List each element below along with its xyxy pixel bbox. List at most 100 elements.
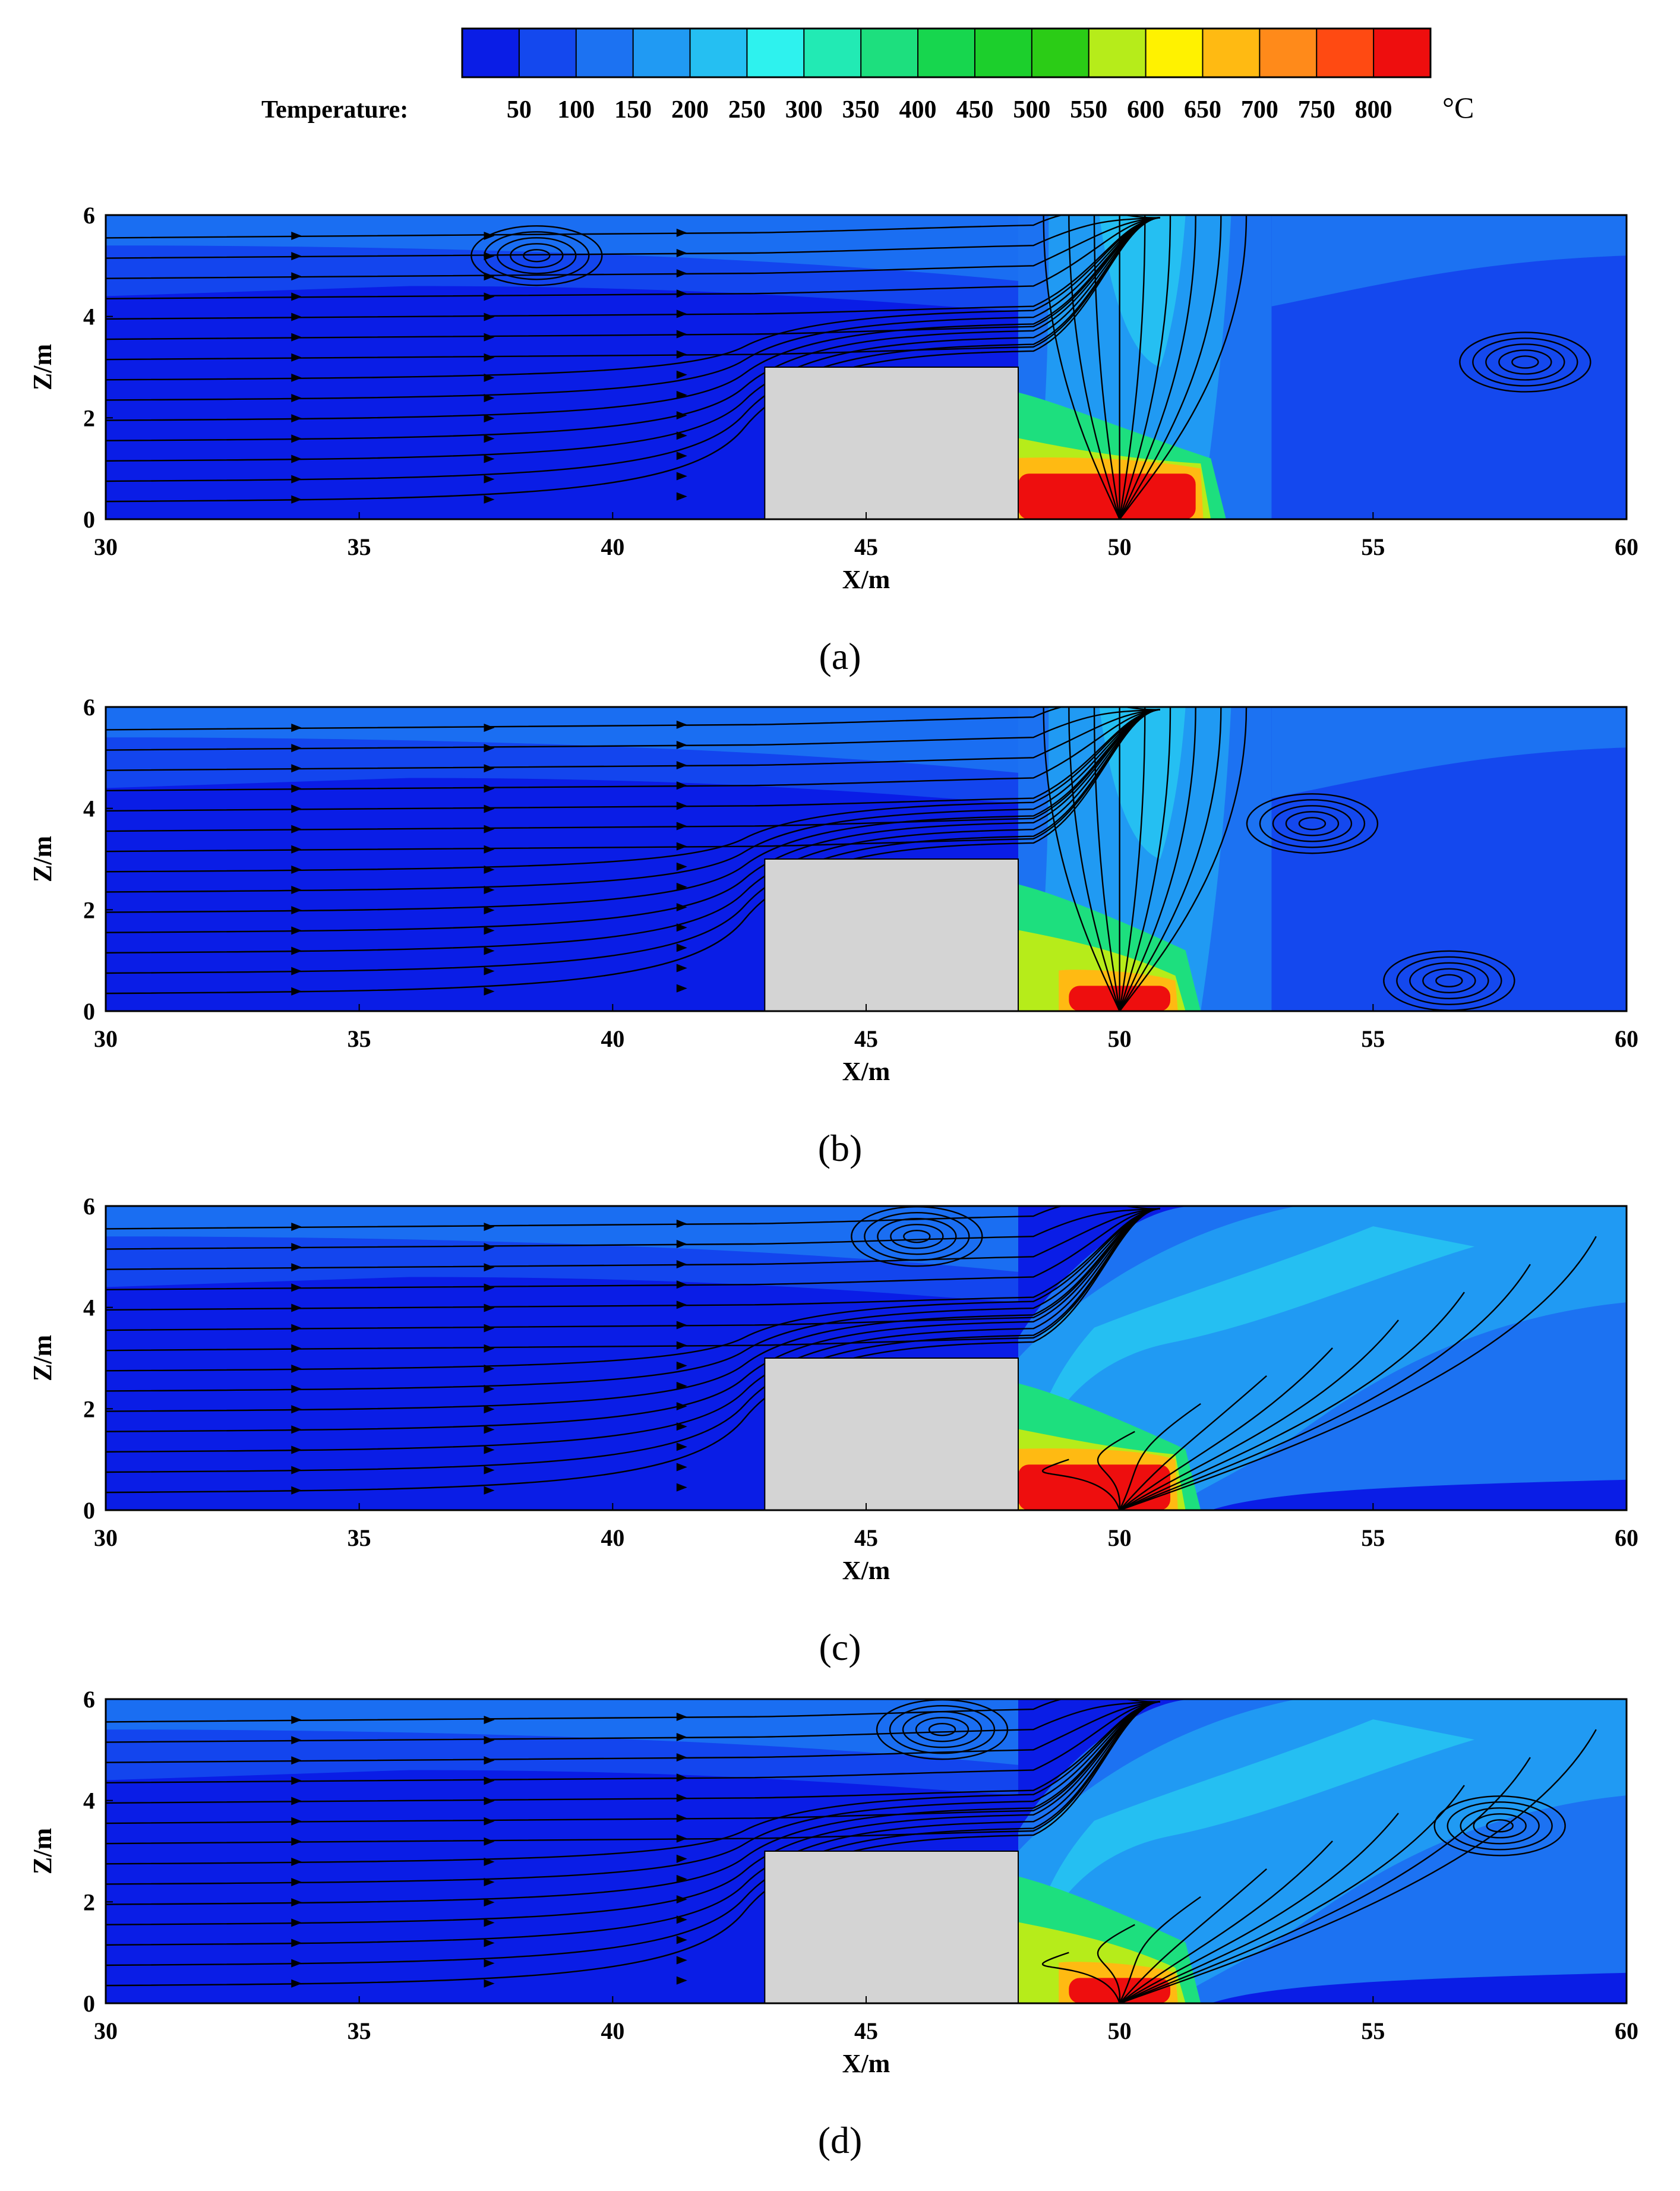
x-axis-label: X/m xyxy=(842,565,890,594)
streamline-arrow xyxy=(484,865,495,874)
streamline-arrow xyxy=(676,1240,687,1248)
streamline-arrow xyxy=(676,1321,687,1330)
streamline-arrow xyxy=(676,1834,687,1843)
streamline-arrow xyxy=(291,1736,302,1745)
streamline-arrow xyxy=(676,720,687,729)
streamline-arrow xyxy=(291,1959,302,1968)
colorbar-tick-label: 700 xyxy=(1241,96,1278,124)
streamline-arrow xyxy=(291,1878,302,1887)
streamline-arrow xyxy=(291,292,302,301)
streamline xyxy=(106,1206,1161,1230)
streamline-arrow xyxy=(291,886,302,895)
streamline-arrow xyxy=(676,1794,687,1802)
colorbar-tick-label: 600 xyxy=(1127,96,1164,124)
streamline-arrow xyxy=(291,1756,302,1765)
plume-streamline xyxy=(1119,1264,1531,1510)
streamline-arrow xyxy=(291,946,302,955)
x-tick-label: 40 xyxy=(601,2018,624,2044)
streamline-arrow xyxy=(484,1959,495,1968)
streamline-arrow xyxy=(291,495,302,504)
downstream-band xyxy=(1271,215,1627,307)
streamline-arrow xyxy=(676,1753,687,1762)
streamline-arrow xyxy=(291,272,302,281)
streamline-arrow xyxy=(484,784,495,793)
y-tick-label: 6 xyxy=(83,694,95,721)
streamline-arrow xyxy=(291,1918,302,1927)
streamline-arrow xyxy=(484,987,495,996)
streamline xyxy=(106,1208,1161,1290)
y-tick-label: 4 xyxy=(83,1788,95,1814)
streamline xyxy=(106,709,1161,771)
x-tick-label: 30 xyxy=(94,2018,118,2044)
downstream-region xyxy=(1271,707,1627,1011)
x-tick-label: 35 xyxy=(348,533,371,560)
panel-b: 30 35 40 45 50 55 60 0 2 4 6 X/m Z/m (b) xyxy=(28,694,1638,1169)
streamline-arrow xyxy=(291,967,302,975)
plume-streamline xyxy=(1119,215,1146,519)
colorbar-swatch xyxy=(918,29,975,77)
x-tick-label: 60 xyxy=(1615,1524,1638,1551)
streamline-arrow xyxy=(291,1466,302,1475)
y-tick-label: 6 xyxy=(83,202,95,229)
streamline-arrow xyxy=(291,312,302,321)
x-tick-label: 50 xyxy=(1108,2018,1132,2044)
streamline-arrow xyxy=(291,926,302,935)
streamline-arrow xyxy=(484,1466,495,1475)
vortex-ring xyxy=(1272,805,1353,842)
streamline xyxy=(106,707,1161,731)
y-tick-label: 4 xyxy=(83,795,95,822)
panel-d: 30 35 40 45 50 55 60 0 2 4 6 X/m Z/m (d) xyxy=(28,1686,1638,2161)
vortex xyxy=(1433,1795,1566,1857)
streamline-arrow xyxy=(484,454,495,463)
x-axis-label: X/m xyxy=(842,1556,890,1585)
streamline-arrow xyxy=(484,886,495,895)
plume-streamline xyxy=(1119,707,1171,1011)
streamline-arrow xyxy=(291,353,302,362)
streamline-arrow xyxy=(484,333,495,342)
colorbar-tick-label: 400 xyxy=(899,96,937,124)
y-tick-label: 0 xyxy=(83,1497,95,1524)
x-tick-label: 30 xyxy=(94,1025,118,1052)
streamline-arrow xyxy=(484,1797,495,1805)
panel-caption: (c) xyxy=(819,1626,861,1668)
x-tick-label: 45 xyxy=(854,533,878,560)
colorbar-tick-label: 800 xyxy=(1355,96,1392,124)
colorbar-tick-label: 100 xyxy=(557,96,595,124)
streamline-arrow xyxy=(484,723,495,732)
streamline-arrow xyxy=(484,1445,495,1454)
streamline-arrow xyxy=(676,289,687,298)
streamline-arrow xyxy=(484,1857,495,1866)
streamline-arrow xyxy=(291,723,302,732)
streamline xyxy=(106,1701,1161,1804)
x-tick-label: 30 xyxy=(94,1524,118,1551)
colorbar-tick-label: 550 xyxy=(1070,96,1107,124)
x-tick-label: 45 xyxy=(854,1025,878,1052)
streamline-arrow xyxy=(676,822,687,831)
streamline xyxy=(106,217,1161,279)
streamline-arrow xyxy=(676,1936,687,1944)
y-axis-label: Z/m xyxy=(28,1335,57,1381)
colorbar-unit: °C xyxy=(1442,91,1474,124)
streamline-arrow xyxy=(291,1776,302,1785)
y-tick-label: 4 xyxy=(83,1295,95,1321)
streamline-arrow xyxy=(676,984,687,993)
colorbar-swatch xyxy=(1259,29,1317,77)
streamline-arrow xyxy=(291,744,302,753)
vortex xyxy=(851,1206,983,1267)
x-tick-label: 50 xyxy=(1108,533,1132,560)
plume-core xyxy=(1028,1226,1474,1485)
colorbar-swatch xyxy=(690,29,747,77)
x-tick-label: 60 xyxy=(1615,2018,1638,2044)
hot-zone-red xyxy=(1018,1464,1170,1510)
streamline xyxy=(106,1701,1161,1783)
streamline-arrow xyxy=(291,1344,302,1353)
plume-streamline xyxy=(1119,1375,1267,1510)
plume-streamline xyxy=(1119,1757,1531,2003)
x-tick-label: 55 xyxy=(1361,1524,1385,1551)
streamline-arrow xyxy=(291,865,302,874)
plume-streamline xyxy=(1119,1813,1399,2003)
streamline-arrow xyxy=(676,1341,687,1350)
streamline-arrow xyxy=(484,1263,495,1272)
y-tick-label: 6 xyxy=(83,1193,95,1220)
